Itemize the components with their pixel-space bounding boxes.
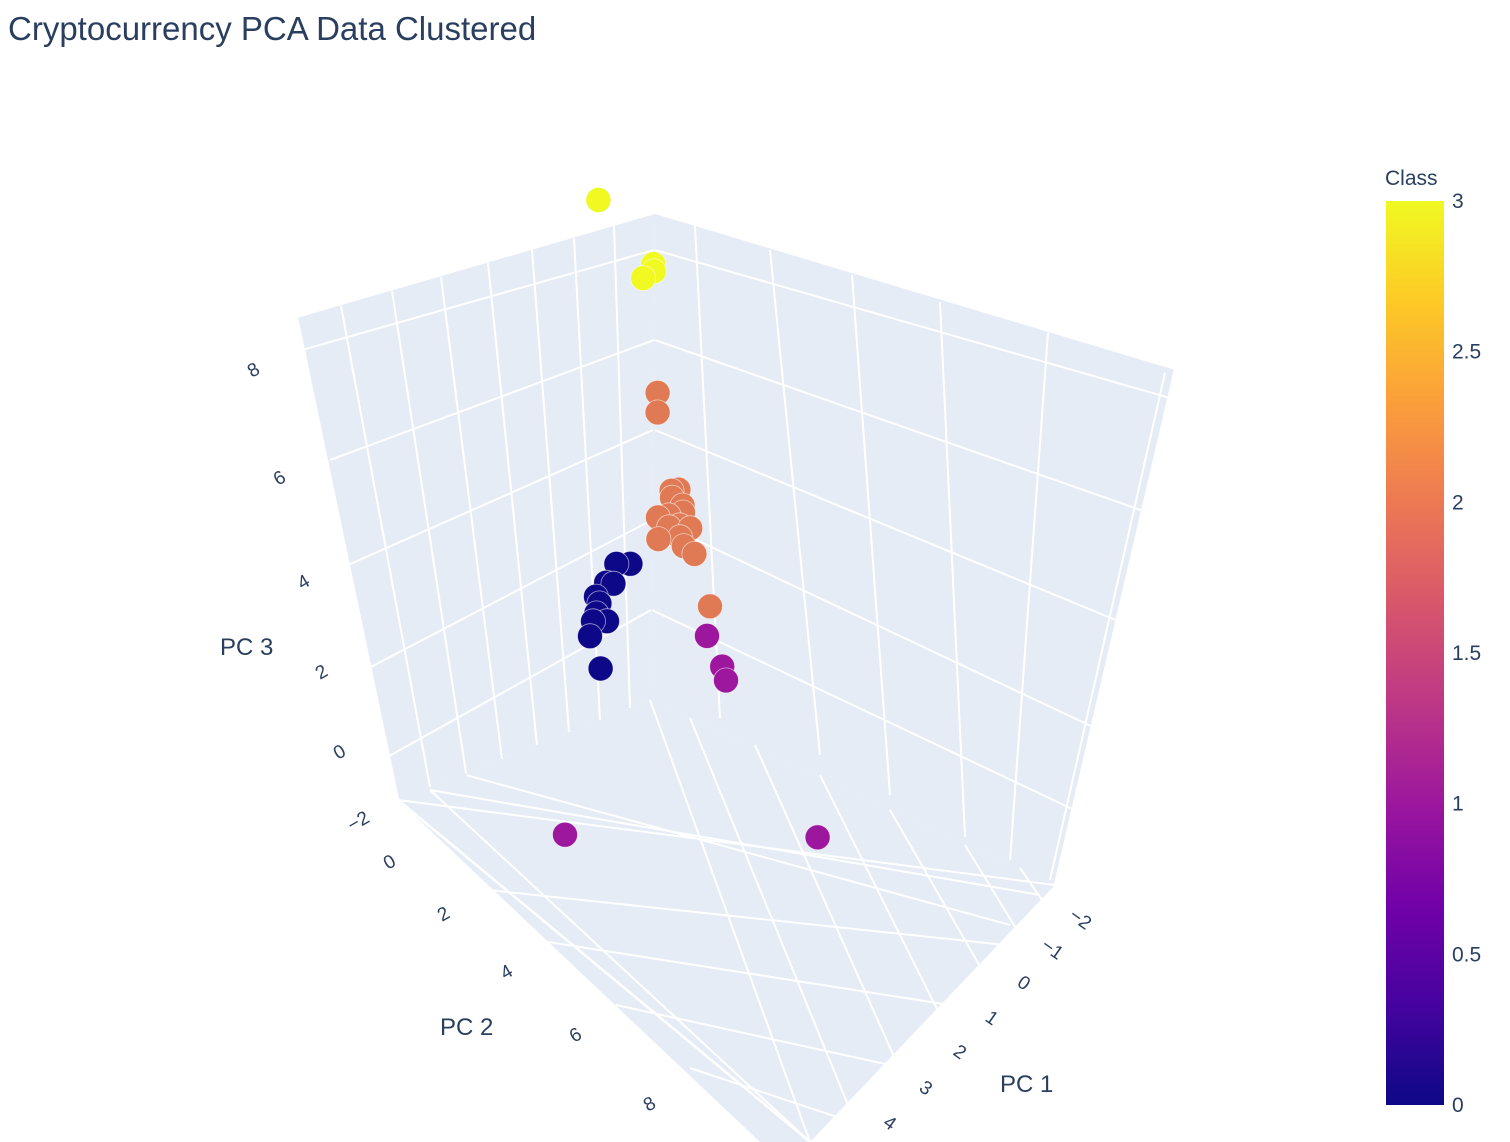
scene-3d[interactable]: 8 6 4 2 0 −2 0 2 4 6 8 −2 −1 0 1 2 3 4 P… <box>220 187 1177 1142</box>
data-point[interactable] <box>552 821 578 848</box>
colorbar-gradient <box>1386 201 1444 1105</box>
data-point[interactable] <box>585 187 612 213</box>
data-point[interactable] <box>694 623 720 649</box>
z-tick: 6 <box>270 467 290 490</box>
colorbar-tick-label: 1.5 <box>1452 642 1481 665</box>
y-tick: 8 <box>640 1093 660 1116</box>
x-tick: 4 <box>879 1112 900 1136</box>
colorbar-tick-label: 1 <box>1452 793 1464 816</box>
x-tick: 2 <box>949 1041 970 1064</box>
x-axis-title: PC 1 <box>1000 1071 1053 1098</box>
chart-title: Cryptocurrency PCA Data Clustered <box>8 10 537 47</box>
data-point[interactable] <box>681 541 708 567</box>
colorbar-title: Class <box>1385 167 1438 190</box>
y-tick: 0 <box>380 851 400 874</box>
x-tick: 3 <box>915 1077 936 1100</box>
z-tick: −2 <box>344 807 373 836</box>
data-point[interactable] <box>644 399 671 426</box>
data-point[interactable] <box>713 667 739 694</box>
data-point[interactable] <box>600 570 627 597</box>
data-point[interactable] <box>630 265 657 292</box>
x-tick: −1 <box>1037 935 1067 965</box>
colorbar-tick-label: 0 <box>1452 1094 1464 1117</box>
z-tick: 0 <box>330 741 350 764</box>
data-point[interactable] <box>577 623 603 650</box>
x-tick: 1 <box>981 1007 1002 1030</box>
data-point[interactable] <box>587 655 614 682</box>
colorbar-tick-label: 3 <box>1452 190 1464 213</box>
y-tick: 2 <box>434 903 454 926</box>
grid-lines <box>301 225 1171 1142</box>
colorbar-tick-label: 2 <box>1452 491 1464 514</box>
y-tick: 4 <box>497 961 517 985</box>
colorbar-tick-label: 2.5 <box>1452 341 1481 364</box>
z-tick: 4 <box>294 571 314 595</box>
y-axis-title: PC 2 <box>440 1014 493 1041</box>
x-tick: 0 <box>1013 972 1034 995</box>
data-point[interactable] <box>645 526 672 552</box>
z-tick: 2 <box>312 661 332 684</box>
data-point[interactable] <box>804 824 831 851</box>
colorbar-tick-label: 0.5 <box>1452 943 1481 966</box>
pane-back-left <box>297 214 655 800</box>
axis-spines <box>295 317 1177 1142</box>
x-tick: −2 <box>1065 905 1095 935</box>
z-tick: 8 <box>244 359 264 382</box>
z-axis-title: PC 3 <box>220 634 273 661</box>
data-points[interactable] <box>552 187 831 851</box>
y-tick: 6 <box>566 1024 586 1047</box>
colorbar-ticks: 0 0.5 1 1.5 2 2.5 3 <box>1452 190 1481 1117</box>
data-point[interactable] <box>697 593 723 620</box>
colorbar: Class 0 0.5 1 1.5 2 2.5 3 <box>1385 167 1481 1117</box>
